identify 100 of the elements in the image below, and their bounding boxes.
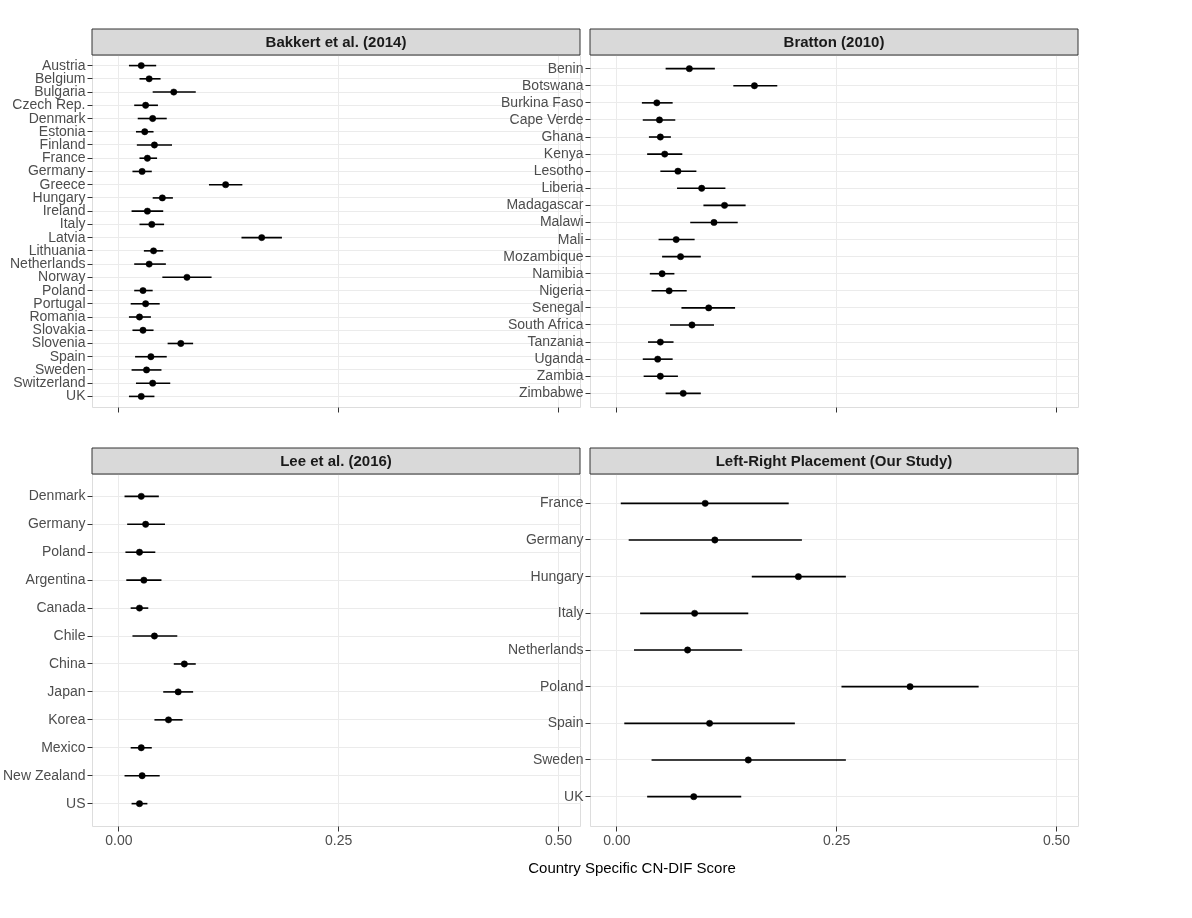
chart-title: Bratton (2010) <box>783 33 885 50</box>
y-tick-label: Poland <box>41 543 86 560</box>
y-tick-label: Burkina Faso <box>501 93 584 110</box>
x-axis-title: Country Specific CN-DIF Score <box>528 859 736 876</box>
point <box>665 287 673 295</box>
point <box>140 576 148 584</box>
y-tick-label: Germany <box>27 515 86 532</box>
point <box>906 683 914 691</box>
point <box>701 499 709 507</box>
y-tick-label: Canada <box>36 599 86 616</box>
point <box>139 287 147 294</box>
x-tick-label: 0.00 <box>603 831 631 848</box>
point <box>136 548 143 556</box>
point <box>688 321 696 329</box>
point <box>258 234 266 242</box>
point <box>721 201 728 209</box>
y-tick-label: Lesotho <box>533 162 584 179</box>
y-tick-label: Liberia <box>541 179 584 196</box>
point <box>180 660 188 668</box>
point <box>142 520 150 528</box>
y-tick-label: Benin <box>547 59 584 76</box>
y-tick-label: Mexico <box>41 738 86 755</box>
point <box>145 260 153 268</box>
chart-title: Bakkert et al. (2014) <box>265 33 407 50</box>
point <box>142 101 150 109</box>
y-tick-label: Slovenia <box>31 334 86 351</box>
point <box>653 99 661 107</box>
point <box>170 88 178 96</box>
point <box>138 772 146 780</box>
point <box>145 75 153 83</box>
point <box>137 62 145 69</box>
y-tick-label: Italy <box>557 604 584 621</box>
y-tick-label: Cape Verde <box>509 110 584 127</box>
point <box>151 141 158 149</box>
point <box>151 632 158 640</box>
y-tick-label: Botswana <box>522 76 584 93</box>
chart-title: Lee et al. (2016) <box>280 452 392 469</box>
point <box>744 756 752 764</box>
point <box>149 115 157 122</box>
y-tick-label: Netherlands <box>508 641 584 657</box>
point <box>794 573 802 581</box>
y-tick-label: Portugal <box>33 294 86 311</box>
y-tick-label: Italy <box>59 215 86 232</box>
y-tick-label: Sweden <box>532 751 584 767</box>
point <box>751 82 758 90</box>
point <box>174 688 182 696</box>
point <box>165 716 172 724</box>
y-tick-label: Denmark <box>28 487 87 504</box>
point <box>710 219 718 226</box>
x-tick-label: 0.25 <box>823 831 851 848</box>
y-tick-label: New Zealand <box>3 766 86 783</box>
point <box>684 646 692 654</box>
y-tick-label: France <box>539 494 584 511</box>
y-tick-label: Lithuania <box>28 241 86 258</box>
y-tick-label: Hungary <box>32 188 86 205</box>
y-tick-label: Namibia <box>532 264 584 281</box>
y-tick-label: Senegal <box>532 298 584 315</box>
x-tick-label: 0.00 <box>105 831 133 848</box>
point <box>137 492 145 500</box>
y-tick-label: Ghana <box>541 128 584 145</box>
point <box>685 65 693 73</box>
point <box>139 326 147 334</box>
x-tick-label: 0.50 <box>544 831 573 848</box>
point <box>711 536 719 544</box>
y-tick-label: China <box>48 654 86 671</box>
point <box>677 253 684 261</box>
point <box>136 800 143 808</box>
point <box>143 154 151 162</box>
y-tick-label: Nigeria <box>539 281 584 298</box>
point <box>177 340 185 347</box>
point <box>672 236 680 243</box>
y-tick-label: Spain <box>547 714 584 731</box>
y-tick-label: Uganda <box>534 350 584 367</box>
y-tick-label: Mozambique <box>503 247 584 264</box>
x-tick-label: 0.25 <box>325 831 353 848</box>
y-tick-label: Hungary <box>530 567 584 584</box>
y-tick-label: Japan <box>47 682 86 699</box>
x-tick-label: 0.50 <box>1042 831 1071 848</box>
point <box>137 393 145 400</box>
point <box>143 366 150 374</box>
point <box>142 300 150 308</box>
point <box>138 168 146 175</box>
point <box>143 207 151 215</box>
point <box>656 372 664 380</box>
y-tick-label: Zambia <box>536 367 584 384</box>
chart-title: Left-Right Placement (Our Study) <box>715 452 953 469</box>
y-tick-label: UK <box>564 787 585 804</box>
point <box>222 181 230 189</box>
y-tick-label: US <box>66 794 86 811</box>
point <box>690 793 698 801</box>
y-tick-label: Tanzania <box>527 333 584 350</box>
y-tick-label: Poland <box>539 677 584 694</box>
point <box>136 604 143 612</box>
y-tick-label: Argentina <box>25 571 86 588</box>
point <box>691 609 699 617</box>
point <box>141 128 149 136</box>
y-tick-label: Malawi <box>539 213 584 230</box>
point <box>705 304 713 312</box>
point <box>136 313 143 321</box>
point <box>674 167 682 175</box>
